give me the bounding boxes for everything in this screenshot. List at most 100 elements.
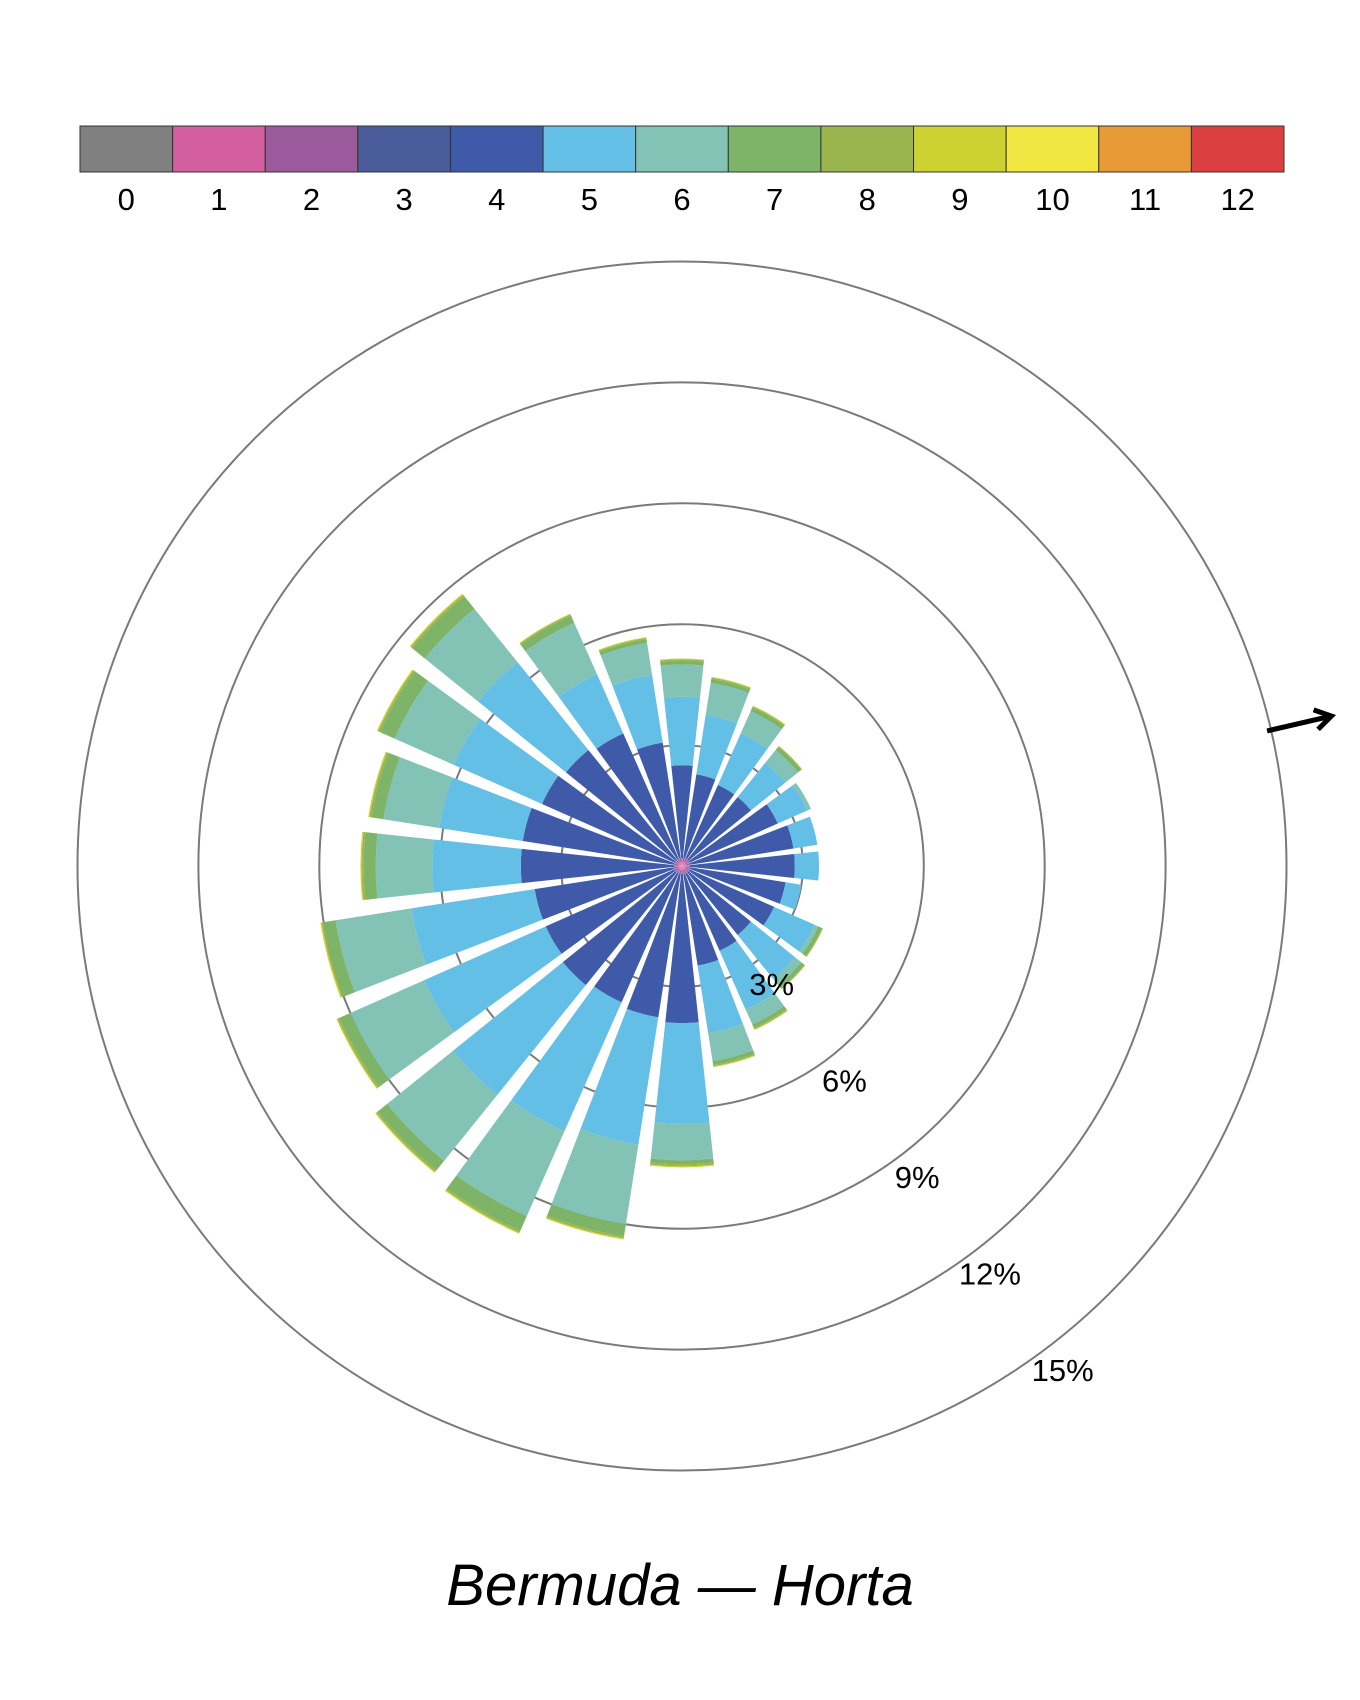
segment-dir-0-force-2	[681, 857, 683, 862]
radial-tick-label-12%: 12%	[959, 1257, 1021, 1292]
segment-dir-285-force-4	[522, 807, 675, 865]
segment-dir-315-force-8	[410, 594, 465, 649]
segment-dir-195-force-1	[680, 866, 682, 870]
colorbar-swatch-9	[913, 125, 1007, 173]
segment-dir-180-force-1	[681, 866, 683, 871]
segment-dir-45-force-1	[682, 862, 686, 866]
segment-dir-45-force-4	[687, 797, 751, 861]
segment-dir-165-force-2	[682, 869, 685, 874]
wedge-dir-150	[682, 866, 788, 1030]
segment-dir-345-force-2	[679, 858, 682, 863]
segment-dir-315-force-1	[678, 862, 682, 866]
segment-dir-345-force-9	[598, 637, 647, 651]
segment-dir-300-force-8	[378, 670, 415, 733]
segment-dir-180-force-9	[649, 1164, 715, 1168]
colorbar-swatch-6	[635, 125, 729, 173]
segment-dir-255-force-9	[320, 922, 342, 998]
segment-dir-15-force-1	[682, 862, 684, 866]
segment-dir-15-force-2	[682, 858, 685, 863]
wedge-dir-330	[519, 613, 682, 866]
segment-dir-270-force-8	[361, 831, 366, 901]
segment-dir-270-force-9	[360, 831, 364, 901]
segment-dir-225-force-6	[387, 1050, 498, 1161]
colorbar-label-3: 3	[396, 182, 413, 217]
segment-dir-285-force-8	[369, 752, 389, 818]
segment-dir-15-force-4	[683, 774, 716, 859]
radial-grid	[76, 260, 1288, 1472]
segment-dir-30-force-4	[685, 784, 735, 860]
colorbar-label-1: 1	[210, 182, 227, 217]
segment-dir-0-force-6	[660, 664, 704, 698]
radial-tick-labels: 3% 6% 9% 12% 15%	[749, 967, 1093, 1388]
segment-dir-75-force-1	[682, 864, 686, 866]
segment-dir-30-force-6	[740, 711, 782, 749]
colorbar-label-6: 6	[673, 182, 690, 217]
segment-dir-165-force-5	[697, 959, 743, 1034]
colorbar-label-7: 7	[766, 182, 783, 217]
segment-dir-165-force-9	[713, 1055, 756, 1068]
segment-dir-285-force-9	[368, 751, 387, 818]
radial-tick-label-3%: 3%	[749, 967, 794, 1002]
segment-dir-330-force-9	[519, 613, 571, 644]
colorbar-swatch-12	[1190, 125, 1285, 173]
segment-dir-210-force-5	[511, 986, 622, 1132]
segment-dir-285-force-7	[371, 752, 401, 820]
segment-dir-195-force-2	[679, 869, 682, 874]
segment-dir-0-force-4	[671, 765, 693, 858]
segment-dir-75-force-5	[787, 816, 818, 849]
segment-dir-240-force-1	[678, 866, 682, 869]
segment-dir-90-force-5	[794, 851, 820, 881]
wedge-dir-30	[682, 705, 786, 866]
segment-dir-210-force-4	[594, 872, 679, 1003]
wedge-dir-255	[320, 866, 682, 998]
radial-tick-label-15%: 15%	[1032, 1353, 1094, 1388]
segment-dir-45-force-5	[737, 762, 786, 811]
segment-dir-225-force-4	[562, 871, 677, 986]
segment-dir-255-force-8	[321, 922, 344, 998]
wedge-dir-90	[682, 851, 820, 881]
segment-dir-225-force-8	[376, 1111, 437, 1172]
wedge-dir-240	[336, 866, 682, 1089]
segment-dir-90-force-4	[690, 854, 795, 878]
segment-dir-330-force-5	[558, 674, 624, 749]
segment-dir-165-force-7	[712, 1050, 755, 1066]
segment-dir-285-force-1	[678, 864, 682, 866]
segment-dir-255-force-7	[323, 920, 355, 997]
segment-dir-330-force-8	[519, 614, 571, 645]
colorbar-label-5: 5	[581, 182, 598, 217]
segment-dir-345-force-8	[598, 637, 647, 652]
segment-dir-75-force-4	[689, 825, 794, 865]
colorbar-swatch-1	[172, 125, 266, 173]
segment-dir-120-force-2	[685, 867, 690, 871]
segment-dir-300-force-9	[376, 669, 414, 732]
segment-dir-135-force-5	[737, 921, 795, 979]
segment-dir-45-force-2	[684, 859, 689, 864]
segment-dir-165-force-1	[682, 866, 684, 870]
wedge-dir-60	[682, 782, 811, 866]
wedge-dir-210	[445, 866, 682, 1234]
segment-dir-105-force-4	[689, 867, 786, 904]
segment-dir-240-force-2	[674, 867, 679, 871]
segment-dir-345-force-6	[600, 643, 653, 686]
colorbar-swatch-10	[1005, 125, 1100, 173]
colorbar-swatch-2	[264, 125, 359, 173]
segment-dir-210-force-1	[679, 866, 682, 870]
segment-dir-150-force-1	[682, 866, 685, 870]
segment-dir-225-force-1	[678, 866, 682, 870]
segment-dir-240-force-7	[339, 1012, 389, 1087]
segment-dir-180-force-4	[665, 874, 699, 1024]
colorbar-swatch-11	[1098, 125, 1192, 173]
segment-dir-240-force-8	[337, 1017, 380, 1089]
segment-dir-345-force-4	[637, 742, 681, 859]
segment-dir-120-force-8	[805, 928, 823, 957]
segment-dir-150-force-6	[745, 992, 785, 1025]
segment-dir-330-force-7	[520, 615, 575, 652]
travel-direction-arrow-icon	[1266, 707, 1337, 734]
wedge-dir-315	[409, 593, 682, 866]
segment-dir-180-force-5	[654, 1022, 710, 1124]
segment-dir-120-force-1	[682, 866, 686, 869]
colorbar-label-2: 2	[303, 182, 320, 217]
segment-dir-315-force-7	[412, 596, 475, 659]
segment-dir-120-force-4	[688, 869, 775, 926]
